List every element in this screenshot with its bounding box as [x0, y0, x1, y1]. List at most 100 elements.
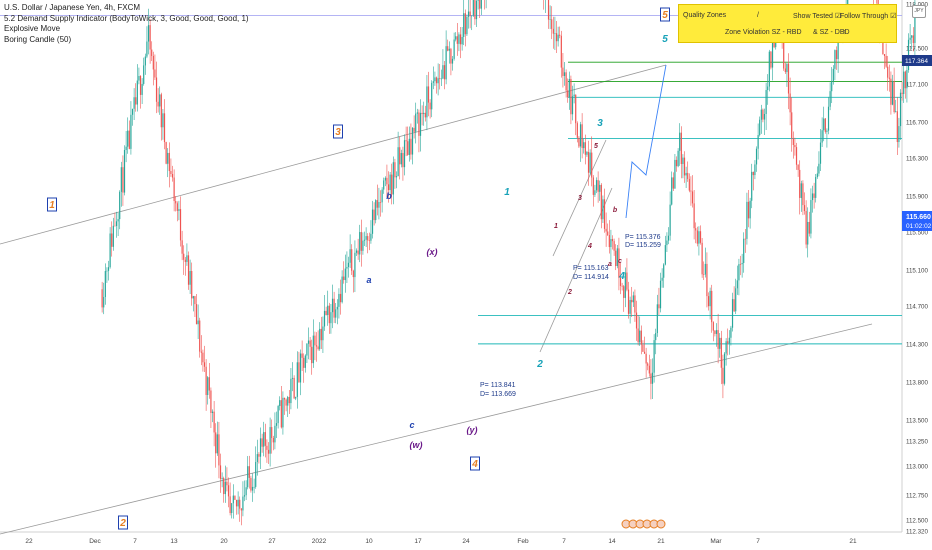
candle-body — [189, 271, 191, 285]
candle-body — [290, 378, 292, 404]
candle-body — [309, 340, 311, 347]
candle-body — [698, 231, 700, 244]
wave-label: 2 — [567, 289, 572, 296]
candle-body — [202, 352, 204, 363]
candle-body — [567, 90, 569, 98]
indicator-label[interactable]: Explosive Move — [4, 24, 61, 33]
wave-label: 3 — [578, 195, 582, 202]
candle-body — [411, 127, 414, 155]
candle-body — [109, 233, 111, 268]
candle-body — [229, 496, 231, 514]
symbol-title[interactable]: U.S. Dollar / Japanese Yen, 4h, FXCM — [4, 3, 141, 12]
candle-body — [143, 65, 145, 84]
candle-body — [392, 162, 394, 195]
candle-body — [402, 153, 404, 168]
candle-body — [595, 180, 598, 191]
candle-body — [159, 94, 161, 107]
show-tested-toggle[interactable]: Show Tested ☑ — [793, 13, 842, 20]
candle-body — [115, 221, 118, 226]
x-tick-label: 27 — [268, 538, 276, 545]
candle-body — [128, 130, 130, 149]
indicator-label[interactable]: 5.2 Demand Supply Indicator (BodyToWick,… — [4, 13, 249, 23]
candle-body — [687, 172, 689, 179]
candle-body — [683, 157, 686, 176]
wave-label-box — [333, 124, 343, 139]
candle-body — [266, 445, 268, 450]
candle-body — [245, 487, 247, 496]
zone-label: D= 113.669 — [480, 391, 516, 398]
y-tick-label: 115.500 — [906, 230, 928, 237]
candle-body — [275, 423, 278, 426]
candle-body — [605, 228, 607, 232]
candle-body — [803, 205, 806, 212]
candle-body — [186, 255, 188, 262]
candle-body — [722, 367, 724, 384]
candle-body — [783, 39, 785, 69]
candle-body — [575, 94, 577, 124]
candle-body — [626, 272, 628, 290]
candle-body — [653, 340, 655, 373]
candle-body — [200, 351, 202, 353]
x-tick-label: 7 — [133, 538, 137, 545]
candle-body — [733, 299, 735, 312]
candle-body — [370, 233, 372, 241]
candle-body — [568, 78, 570, 98]
candle-body — [906, 70, 908, 89]
follow-through-toggle[interactable]: Follow Through ☑ — [840, 13, 897, 20]
candle-body — [431, 82, 433, 110]
indicator-label[interactable]: Boring Candle (50) — [4, 34, 72, 44]
x-tick-label: 21 — [849, 538, 857, 545]
candle-body — [555, 33, 558, 42]
candle-body — [240, 508, 242, 511]
candle-body — [215, 432, 217, 454]
candle-body — [341, 276, 343, 303]
candle-body — [805, 211, 807, 245]
candle-body — [227, 485, 230, 497]
candle-body — [111, 233, 113, 247]
candle-body — [559, 34, 561, 36]
candle-body — [608, 235, 610, 248]
candle-body — [306, 343, 308, 356]
wave-label: 3 — [597, 118, 603, 129]
candle-body — [354, 252, 356, 278]
candle-body — [357, 250, 359, 255]
y-tick-label: 113.800 — [906, 380, 928, 387]
candle-body — [253, 486, 255, 488]
wave-label: 5 — [594, 143, 598, 150]
candle-body — [450, 48, 452, 64]
candle-body — [175, 201, 177, 204]
candle-body — [387, 184, 390, 191]
zone-label: P= 115.376 — [625, 234, 661, 241]
candle-body — [439, 78, 441, 79]
wave-label-box — [470, 456, 480, 471]
upper-channel-line — [0, 64, 667, 245]
x-tick-label: 20 — [220, 538, 228, 545]
candle-body — [751, 171, 753, 201]
event-icons — [621, 519, 666, 529]
candle-body — [330, 312, 332, 324]
candle-body — [434, 77, 436, 82]
candle-body — [437, 78, 439, 84]
candle-body — [571, 96, 574, 115]
candle-body — [757, 135, 759, 149]
candle-body — [784, 68, 786, 73]
x-tick-label: Mar — [710, 538, 722, 545]
candle-body — [619, 277, 622, 286]
candle-body — [714, 330, 716, 334]
candle-body — [344, 268, 346, 281]
wave-label: b — [386, 191, 392, 201]
candle-body — [578, 137, 580, 147]
candle-body — [688, 178, 690, 191]
candle-body — [293, 377, 295, 399]
candle-body — [435, 77, 438, 84]
candle-body — [677, 150, 679, 167]
candle-body — [602, 199, 604, 220]
candle-body — [251, 486, 254, 491]
candle-body — [885, 55, 887, 67]
candle-body — [835, 50, 838, 60]
candle-body — [704, 263, 706, 275]
candle-body — [397, 147, 399, 177]
candle-body — [671, 177, 673, 205]
candle-body — [176, 203, 178, 211]
